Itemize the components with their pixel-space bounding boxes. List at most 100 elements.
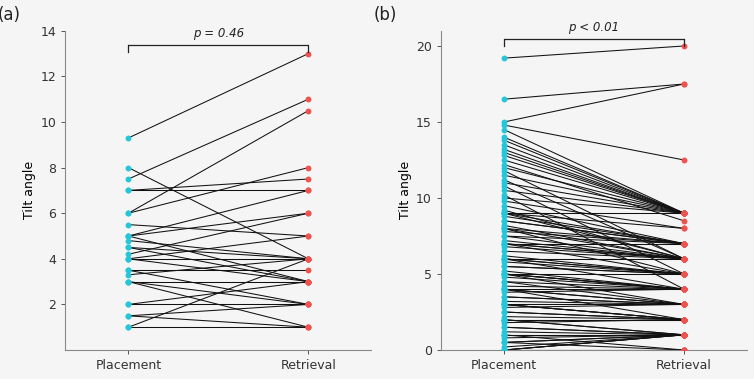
Point xyxy=(498,168,510,174)
Point xyxy=(678,286,690,292)
Point xyxy=(678,301,690,307)
Point xyxy=(498,304,510,310)
Point xyxy=(302,301,314,307)
Point xyxy=(678,43,690,49)
Point xyxy=(122,222,134,228)
Point xyxy=(678,286,690,292)
Point xyxy=(678,347,690,353)
Point xyxy=(122,210,134,216)
Point xyxy=(678,301,690,307)
Point xyxy=(302,324,314,330)
Point xyxy=(678,286,690,292)
Point xyxy=(498,241,510,247)
Point xyxy=(498,241,510,247)
Point xyxy=(498,210,510,216)
Point xyxy=(678,226,690,232)
Point xyxy=(498,142,510,148)
Point xyxy=(498,207,510,213)
Point xyxy=(498,96,510,102)
Point xyxy=(498,319,510,326)
Point xyxy=(678,271,690,277)
Point xyxy=(498,271,510,277)
Point xyxy=(498,301,510,307)
Point xyxy=(498,161,510,168)
Point xyxy=(498,241,510,247)
Point xyxy=(678,332,690,338)
Point xyxy=(302,256,314,262)
Point xyxy=(678,256,690,262)
Point xyxy=(498,335,510,341)
Point xyxy=(302,301,314,307)
Point xyxy=(678,256,690,262)
Point xyxy=(678,210,690,216)
Point xyxy=(498,286,510,292)
Point xyxy=(678,256,690,262)
Point xyxy=(678,286,690,292)
Point xyxy=(678,241,690,247)
Text: p < 0.01: p < 0.01 xyxy=(569,21,620,34)
Point xyxy=(498,332,510,338)
Point xyxy=(678,301,690,307)
Point xyxy=(302,164,314,171)
Point xyxy=(498,324,510,330)
Point xyxy=(678,256,690,262)
Point xyxy=(302,233,314,239)
Point xyxy=(498,301,510,307)
Point xyxy=(498,213,510,219)
Point xyxy=(678,301,690,307)
Point xyxy=(122,187,134,193)
Point xyxy=(498,294,510,300)
Point xyxy=(678,81,690,87)
Point xyxy=(678,210,690,216)
Point xyxy=(122,135,134,141)
Point xyxy=(302,279,314,285)
Y-axis label: Tilt angle: Tilt angle xyxy=(399,161,412,219)
Point xyxy=(498,340,510,346)
Point xyxy=(678,332,690,338)
Point xyxy=(678,241,690,247)
Point xyxy=(678,271,690,277)
Point xyxy=(498,347,510,353)
Point xyxy=(498,309,510,315)
Point xyxy=(498,298,510,304)
Point xyxy=(302,279,314,285)
Point xyxy=(678,210,690,216)
Point xyxy=(678,241,690,247)
Point xyxy=(302,233,314,239)
Point xyxy=(122,279,134,285)
Point xyxy=(678,301,690,307)
Point xyxy=(678,332,690,338)
Point xyxy=(498,294,510,300)
Point xyxy=(678,347,690,353)
Point xyxy=(498,119,510,125)
Point xyxy=(498,248,510,254)
Point xyxy=(498,344,510,350)
Point xyxy=(498,271,510,277)
Point xyxy=(678,286,690,292)
Point xyxy=(678,332,690,338)
Point xyxy=(498,347,510,353)
Point xyxy=(122,233,134,239)
Point xyxy=(498,202,510,208)
Point xyxy=(302,279,314,285)
Point xyxy=(498,233,510,239)
Point xyxy=(498,286,510,292)
Point xyxy=(498,218,510,224)
Point xyxy=(498,253,510,259)
Point xyxy=(498,164,510,171)
Point xyxy=(498,347,510,353)
Point xyxy=(122,324,134,330)
Point xyxy=(678,256,690,262)
Point xyxy=(302,256,314,262)
Point xyxy=(498,238,510,244)
Point xyxy=(498,271,510,277)
Point xyxy=(498,256,510,262)
Point xyxy=(678,347,690,353)
Point xyxy=(678,241,690,247)
Point xyxy=(302,267,314,273)
Point xyxy=(122,256,134,262)
Point xyxy=(498,340,510,346)
Point xyxy=(678,210,690,216)
Point xyxy=(498,218,510,224)
Point xyxy=(678,81,690,87)
